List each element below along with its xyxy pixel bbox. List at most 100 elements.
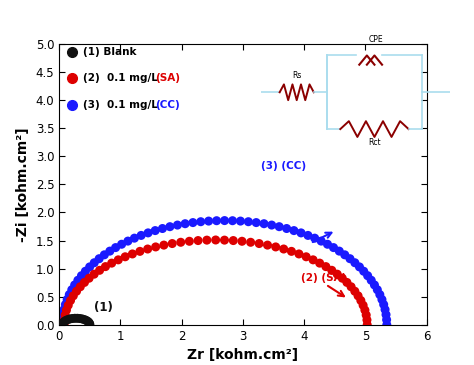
Point <box>91 271 98 277</box>
Point <box>64 297 71 303</box>
Point <box>245 219 252 224</box>
Text: CPE: CPE <box>369 35 383 44</box>
Point <box>131 235 138 241</box>
Point <box>343 280 351 285</box>
Point <box>91 260 98 266</box>
Point <box>381 307 389 312</box>
Point <box>330 245 337 250</box>
Point <box>182 221 189 227</box>
Point <box>264 242 271 248</box>
Point <box>275 224 283 230</box>
Point <box>85 319 93 325</box>
Point <box>383 322 391 328</box>
Point <box>69 316 76 322</box>
Point <box>58 322 66 328</box>
Point <box>346 256 354 262</box>
Point <box>354 293 362 299</box>
Point <box>61 312 69 318</box>
Point <box>341 252 348 258</box>
Point <box>205 218 212 224</box>
Point <box>189 220 197 226</box>
Point <box>302 254 310 260</box>
Point <box>318 238 325 244</box>
Point <box>144 246 152 252</box>
Point <box>363 312 370 318</box>
Point <box>60 322 68 328</box>
Point <box>85 275 93 281</box>
Point <box>101 264 109 269</box>
Point <box>316 260 323 266</box>
Point <box>221 218 228 223</box>
Text: Rct: Rct <box>368 138 381 147</box>
Point <box>81 317 88 323</box>
Point <box>382 312 390 318</box>
Point <box>203 237 210 243</box>
Point <box>64 302 72 308</box>
Point <box>359 302 367 308</box>
Point <box>76 284 84 290</box>
Point <box>124 238 132 244</box>
Point <box>360 268 367 274</box>
Point <box>128 251 136 257</box>
Text: (3) (CC): (3) (CC) <box>261 161 306 170</box>
Text: (2)  0.1 mg/L: (2) 0.1 mg/L <box>83 73 162 83</box>
Point <box>288 249 295 254</box>
Text: (SA): (SA) <box>155 73 180 83</box>
Point <box>151 228 159 234</box>
Point <box>59 319 67 325</box>
Text: Rs: Rs <box>292 71 301 80</box>
Point <box>100 252 108 258</box>
Point <box>63 307 70 313</box>
Point <box>272 244 280 250</box>
Point <box>59 312 67 318</box>
Point <box>328 268 336 273</box>
Point <box>213 218 220 224</box>
Point <box>144 230 152 236</box>
Point <box>364 322 371 328</box>
Point <box>310 257 317 263</box>
Point <box>82 318 90 323</box>
Point <box>121 254 129 260</box>
Point <box>74 277 82 283</box>
Text: (1): (1) <box>94 301 113 314</box>
Point <box>295 251 303 257</box>
Point <box>168 241 176 246</box>
Point <box>351 288 359 294</box>
Point <box>268 222 275 228</box>
Point <box>70 293 77 299</box>
Point <box>166 224 173 230</box>
Point <box>283 226 291 231</box>
Point <box>76 316 83 322</box>
Point <box>115 257 122 263</box>
Point <box>68 287 75 293</box>
Point <box>383 317 391 323</box>
Point <box>67 297 74 303</box>
Point <box>378 297 386 303</box>
Point <box>229 238 237 243</box>
Point <box>106 248 114 254</box>
Point <box>86 321 93 327</box>
Point <box>364 273 372 278</box>
Text: (3)  0.1 mg/L: (3) 0.1 mg/L <box>83 100 162 110</box>
Point <box>71 282 79 288</box>
Point <box>357 297 365 303</box>
Point <box>108 260 116 266</box>
Point <box>61 317 68 323</box>
Point <box>95 256 103 262</box>
Point <box>229 218 237 224</box>
Point <box>78 316 86 322</box>
Text: (CC): (CC) <box>155 100 180 110</box>
Point <box>260 221 268 227</box>
Point <box>96 268 103 273</box>
Point <box>59 321 66 327</box>
Point <box>311 235 319 241</box>
Point <box>78 273 85 278</box>
Point <box>64 317 72 323</box>
Point <box>73 288 80 294</box>
Point <box>186 238 193 244</box>
Point <box>347 284 355 290</box>
Point <box>160 242 168 248</box>
Point <box>253 220 260 226</box>
Point <box>367 277 375 283</box>
Point <box>376 292 383 297</box>
